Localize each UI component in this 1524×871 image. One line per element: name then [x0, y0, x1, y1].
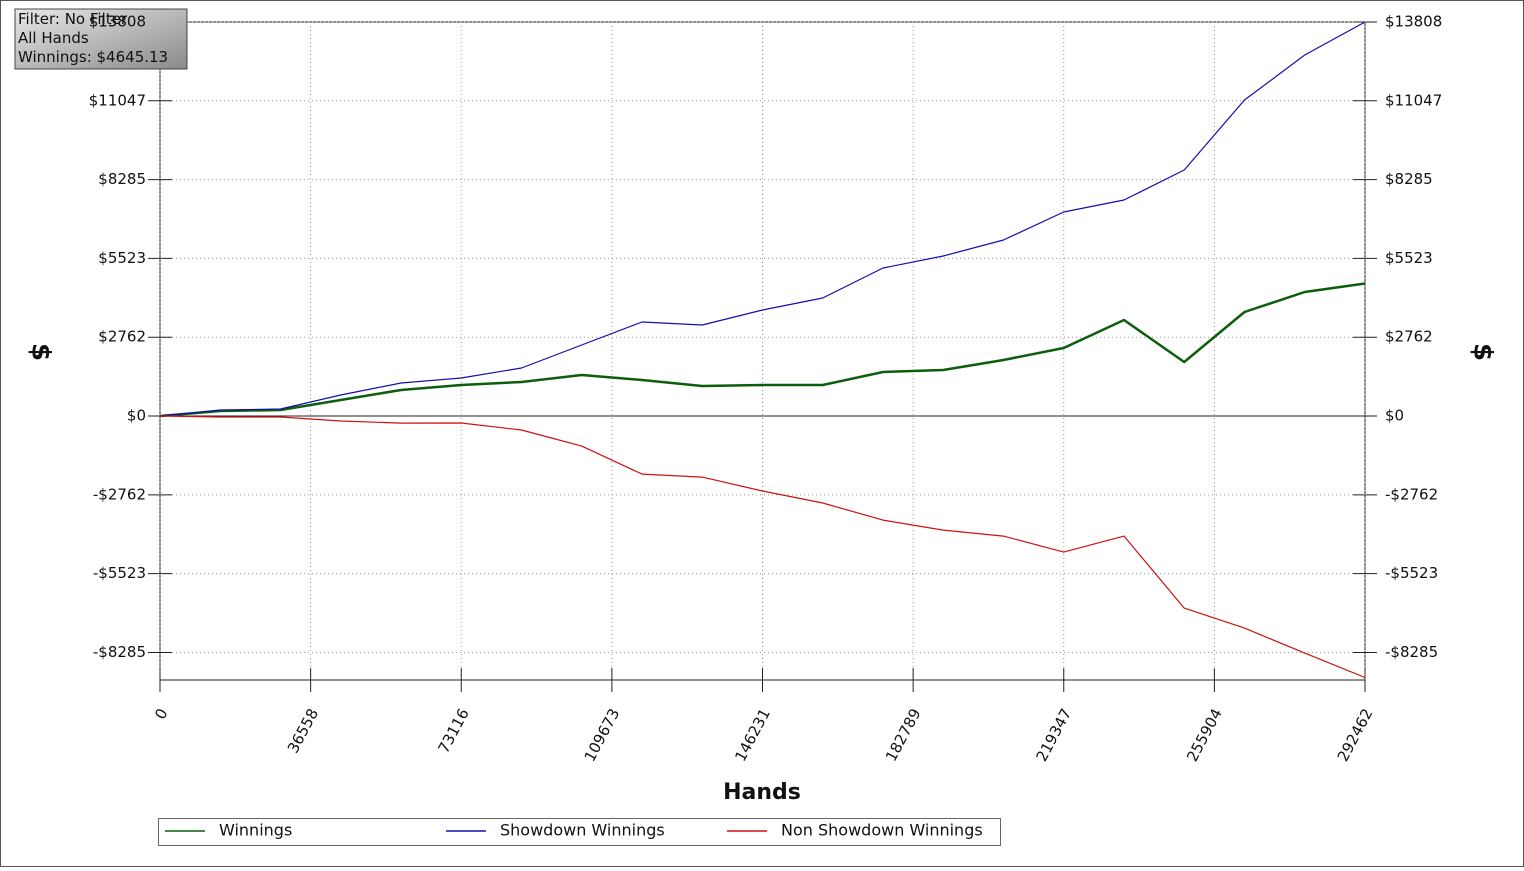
y2-tick-label: $8285	[1385, 170, 1433, 188]
y-tick-label: $2762	[98, 328, 146, 346]
y2-tick-label: -$8285	[1385, 643, 1438, 661]
y-tick-label: $8285	[98, 170, 146, 188]
y-tick-label: -$5523	[93, 564, 146, 582]
y-tick-label: $0	[127, 407, 146, 425]
y2-tick-label: $5523	[1385, 249, 1433, 267]
legend-label: Winnings	[219, 821, 292, 840]
y2-tick-label: -$2762	[1385, 485, 1438, 503]
y2-tick-label: $2762	[1385, 328, 1433, 346]
legend-label: Showdown Winnings	[500, 821, 665, 840]
info-line: Filter: No Filter	[18, 10, 128, 28]
info-box	[14, 8, 188, 70]
y-axis-label: $	[26, 343, 56, 361]
info-line: Winnings: $4645.13	[18, 48, 168, 66]
series-line	[159, 282, 1366, 418]
y-tick-label: -$8285	[93, 643, 146, 661]
y2-tick-label: $0	[1385, 407, 1404, 425]
legend-items: Winnings Showdown Winnings Non Showdown Wi…	[165, 821, 983, 840]
legend	[158, 818, 1001, 846]
y-tick-label: $13808	[89, 13, 146, 31]
y-tick-label: $11047	[89, 91, 146, 109]
y-tick-label: -$2762	[93, 485, 146, 503]
info-line: All Hands	[18, 29, 89, 47]
plot-area	[148, 21, 1377, 692]
y2-axis-label: $	[1468, 343, 1498, 361]
x-axis-label: Hands	[723, 780, 801, 805]
y-tick-label: $5523	[98, 249, 146, 267]
y2-tick-label: -$5523	[1385, 564, 1438, 582]
y2-tick-label: $11047	[1385, 91, 1442, 109]
series-line	[159, 21, 1366, 417]
series-line	[159, 415, 1366, 679]
y2-tick-label: $13808	[1385, 13, 1442, 31]
legend-label: Non Showdown Winnings	[781, 821, 983, 840]
